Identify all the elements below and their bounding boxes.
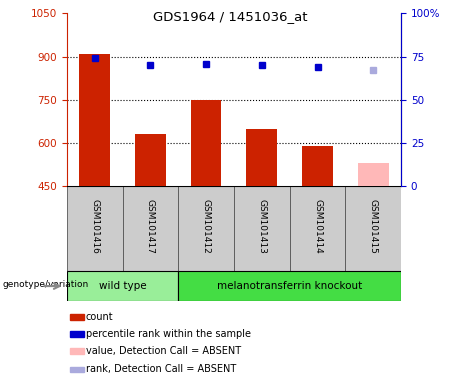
Bar xyxy=(178,186,234,271)
Text: count: count xyxy=(86,312,113,322)
Bar xyxy=(302,146,333,186)
Text: melanotransferrin knockout: melanotransferrin knockout xyxy=(217,281,362,291)
Text: GSM101417: GSM101417 xyxy=(146,199,155,254)
Text: GSM101412: GSM101412 xyxy=(201,199,211,254)
Bar xyxy=(70,367,83,372)
Bar xyxy=(135,134,165,186)
Bar xyxy=(345,186,401,271)
Bar xyxy=(70,331,83,337)
Bar xyxy=(123,186,178,271)
Bar xyxy=(178,271,401,301)
Bar xyxy=(67,186,123,271)
Text: GDS1964 / 1451036_at: GDS1964 / 1451036_at xyxy=(153,10,308,23)
Bar xyxy=(70,348,83,354)
Text: wild type: wild type xyxy=(99,281,146,291)
Bar xyxy=(191,100,221,186)
Text: GSM101413: GSM101413 xyxy=(257,199,266,254)
Text: percentile rank within the sample: percentile rank within the sample xyxy=(86,329,251,339)
Bar xyxy=(70,314,83,320)
Bar xyxy=(234,186,290,271)
Bar xyxy=(67,271,178,301)
Text: GSM101414: GSM101414 xyxy=(313,199,322,254)
Text: GSM101415: GSM101415 xyxy=(369,199,378,254)
Bar xyxy=(79,54,110,186)
Bar xyxy=(247,129,277,186)
Bar xyxy=(358,163,389,186)
Text: GSM101416: GSM101416 xyxy=(90,199,99,254)
Text: genotype/variation: genotype/variation xyxy=(2,280,89,289)
Text: value, Detection Call = ABSENT: value, Detection Call = ABSENT xyxy=(86,346,241,356)
Bar xyxy=(290,186,345,271)
Text: rank, Detection Call = ABSENT: rank, Detection Call = ABSENT xyxy=(86,364,236,374)
